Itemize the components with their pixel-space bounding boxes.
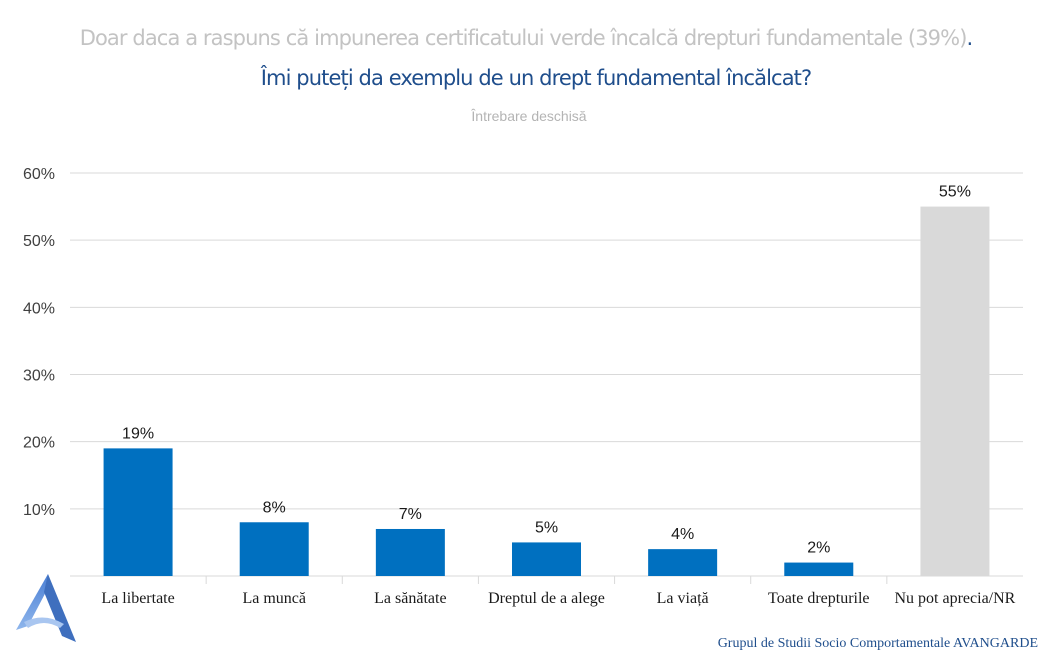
bars	[103, 206, 990, 577]
gridlines	[70, 172, 1023, 577]
x-tick-label: Nu pot aprecia/NR	[894, 590, 1015, 607]
question-intro: Doar daca a raspuns că impunerea certifi…	[0, 26, 1052, 50]
data-label: 7%	[399, 506, 422, 523]
bar	[103, 448, 173, 576]
y-tick-label: 10%	[23, 502, 55, 519]
x-axis: La libertate La muncă La sănătate Dreptul d…	[101, 576, 1016, 607]
y-tick-label: 40%	[23, 300, 55, 317]
bar	[784, 562, 854, 576]
x-tick-label: La sănătate	[374, 590, 446, 607]
bar	[239, 522, 309, 576]
avangarde-logo-icon	[16, 574, 76, 642]
data-label: 19%	[122, 425, 154, 442]
y-tick-label: 50%	[23, 233, 55, 250]
question-intro-text: Doar daca a raspuns că impunerea certifi…	[79, 26, 968, 50]
bar	[920, 206, 990, 577]
data-label: 8%	[263, 499, 286, 516]
bar	[375, 528, 445, 576]
bar	[512, 542, 581, 576]
x-tick-label: La libertate	[101, 590, 174, 607]
x-tick-label: Dreptul de a alege	[488, 590, 605, 607]
x-tick-label: La muncă	[242, 590, 306, 607]
question-intro-end: .	[966, 26, 974, 50]
data-label: 55%	[939, 184, 971, 201]
y-tick-label: 20%	[23, 435, 55, 452]
bar	[648, 549, 718, 576]
y-axis: 10% 20% 30% 40% 50% 60%	[23, 166, 55, 519]
data-label: 4%	[671, 526, 694, 543]
y-tick-label: 60%	[23, 166, 55, 183]
data-label: 5%	[535, 519, 558, 536]
question-note: Întrebare deschisă	[471, 108, 587, 124]
x-tick-label: La viață	[657, 590, 709, 607]
question-title: Îmi puteți da exemplu de un drept fundam…	[260, 66, 812, 90]
data-labels: 19% 8% 7% 5% 4% 2% 55%	[122, 184, 971, 557]
source-credit: Grupul de Studii Socio Comportamentale A…	[717, 636, 1038, 651]
x-tick-label: Toate drepturile	[768, 590, 870, 607]
y-tick-label: 30%	[23, 368, 55, 385]
data-label: 2%	[807, 540, 830, 557]
